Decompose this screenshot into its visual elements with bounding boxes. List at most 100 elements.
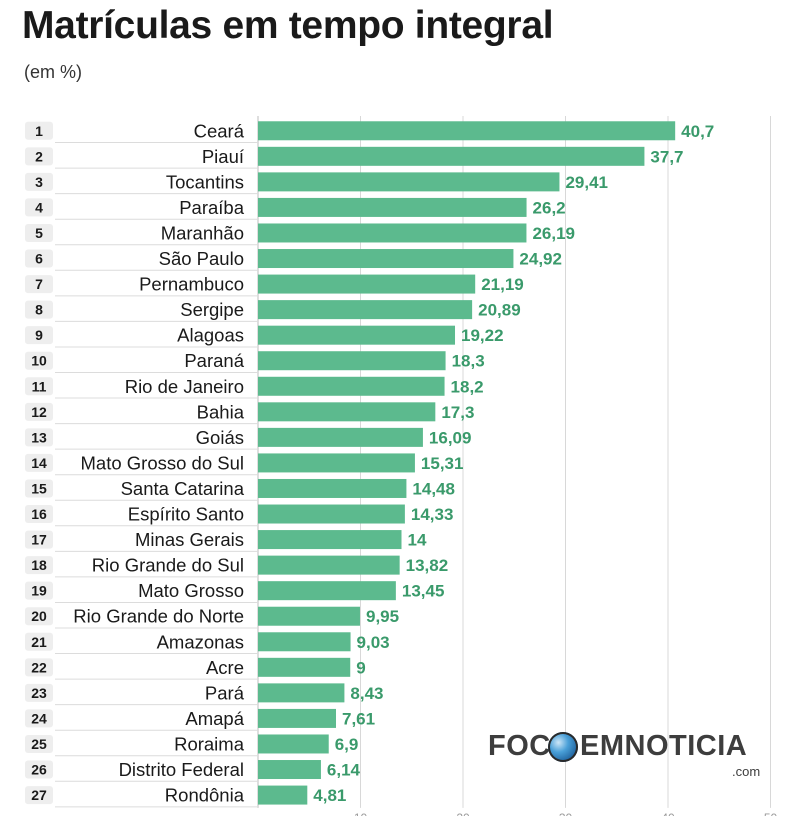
rank-badge xyxy=(25,505,53,524)
rank-badge xyxy=(25,300,53,319)
watermark-text-right: EMNOTICIA xyxy=(580,730,748,762)
value-label: 17,3 xyxy=(441,403,474,422)
category-label: Amazonas xyxy=(157,631,244,652)
category-label: Rio Grande do Sul xyxy=(92,555,244,576)
rank-label: 20 xyxy=(31,608,47,624)
category-label: Bahia xyxy=(197,401,245,422)
rank-badge xyxy=(25,632,53,651)
rank-badge xyxy=(25,607,53,626)
category-label: São Paulo xyxy=(159,248,244,269)
value-label: 40,7 xyxy=(681,122,714,141)
value-label: 16,09 xyxy=(429,428,472,447)
bar xyxy=(258,760,321,780)
rank-label: 27 xyxy=(31,787,47,803)
tick-label: 10 xyxy=(354,811,368,816)
rank-badge xyxy=(25,479,53,498)
category-label: Roraima xyxy=(174,733,245,754)
category-label: Ceará xyxy=(194,120,245,141)
bar xyxy=(258,606,360,626)
value-label: 9,95 xyxy=(366,607,399,626)
bar xyxy=(258,223,527,243)
category-label: Goiás xyxy=(196,427,244,448)
rank-label: 24 xyxy=(31,710,47,726)
rank-badge xyxy=(25,428,53,447)
rank-badge xyxy=(25,223,53,242)
value-label: 20,89 xyxy=(478,301,521,320)
chart-subtitle: (em %) xyxy=(24,62,82,82)
bar xyxy=(258,734,329,754)
value-label: 9 xyxy=(356,658,365,677)
rank-badge xyxy=(25,351,53,370)
category-label: Rio de Janeiro xyxy=(125,376,244,397)
category-label: Rio Grande do Norte xyxy=(73,606,244,627)
bar xyxy=(258,146,645,166)
rank-label: 3 xyxy=(35,174,43,190)
value-label: 15,31 xyxy=(421,454,464,473)
bar xyxy=(258,402,436,422)
rank-badge xyxy=(25,581,53,600)
rank-badge xyxy=(25,734,53,753)
category-label: Espírito Santo xyxy=(128,504,244,525)
bar xyxy=(258,172,560,192)
value-label: 14,48 xyxy=(412,479,455,498)
rank-badge xyxy=(25,683,53,702)
value-label: 18,2 xyxy=(451,377,484,396)
value-label: 14,33 xyxy=(411,505,454,524)
value-label: 37,7 xyxy=(650,147,683,166)
value-label: 19,22 xyxy=(461,326,504,345)
rank-badge xyxy=(25,658,53,677)
bar xyxy=(258,504,405,524)
rank-label: 26 xyxy=(31,762,47,778)
category-label: Distrito Federal xyxy=(119,759,244,780)
category-label: Pernambuco xyxy=(139,274,244,295)
rank-label: 4 xyxy=(35,199,43,215)
rank-badge xyxy=(25,402,53,421)
bar xyxy=(258,351,446,371)
tick-label: 20 xyxy=(456,811,470,816)
value-label: 8,43 xyxy=(350,684,383,703)
rank-label: 12 xyxy=(31,404,47,420)
value-label: 29,41 xyxy=(565,173,608,192)
value-label: 4,81 xyxy=(313,786,346,805)
value-label: 7,61 xyxy=(342,709,375,728)
category-label: Sergipe xyxy=(180,299,244,320)
rank-badge xyxy=(25,198,53,217)
rank-label: 25 xyxy=(31,736,47,752)
category-label: Mato Grosso xyxy=(138,580,244,601)
rank-label: 5 xyxy=(35,225,43,241)
rank-badge xyxy=(25,377,53,396)
bar xyxy=(258,785,308,805)
category-label: Amapá xyxy=(185,708,244,729)
category-label: Pará xyxy=(205,682,245,703)
category-label: Paraná xyxy=(184,350,244,371)
watermark-text-left: FOC xyxy=(488,730,551,762)
rank-label: 10 xyxy=(31,353,47,369)
rank-badge xyxy=(25,147,53,166)
rank-label: 23 xyxy=(31,685,47,701)
chart-title: Matrículas em tempo integral xyxy=(22,4,554,47)
category-label: Acre xyxy=(206,657,244,678)
bar xyxy=(258,197,527,217)
value-label: 21,19 xyxy=(481,275,524,294)
rank-label: 14 xyxy=(31,455,47,471)
bar xyxy=(258,300,473,320)
bar xyxy=(258,376,445,396)
value-label: 14 xyxy=(408,531,427,550)
rank-badge xyxy=(25,709,53,728)
rank-label: 9 xyxy=(35,327,43,343)
rank-badge xyxy=(25,275,53,294)
globe-icon xyxy=(548,732,578,762)
rank-badge xyxy=(25,530,53,549)
value-label: 26,19 xyxy=(532,224,575,243)
category-label: Paraíba xyxy=(179,197,245,218)
category-label: Santa Catarina xyxy=(121,478,245,499)
value-label: 9,03 xyxy=(357,633,390,652)
rank-label: 6 xyxy=(35,251,43,267)
bar xyxy=(258,632,351,652)
category-label: Alagoas xyxy=(177,325,244,346)
category-label: Mato Grosso do Sul xyxy=(81,452,245,473)
bar xyxy=(258,683,345,703)
value-label: 24,92 xyxy=(519,250,562,269)
bar xyxy=(258,325,456,345)
rank-badge xyxy=(25,249,53,268)
